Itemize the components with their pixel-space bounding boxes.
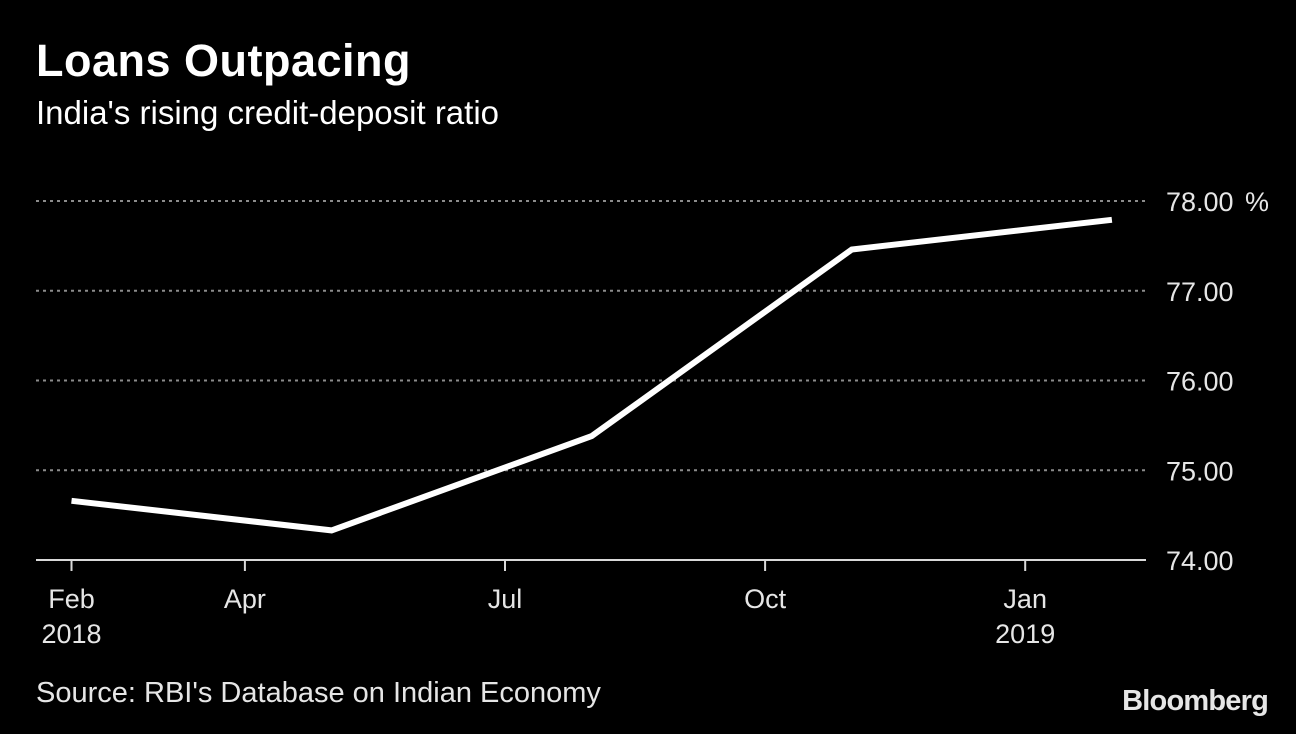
x-tick-label: Jul — [488, 584, 523, 614]
x-tick-label: Feb — [48, 584, 95, 614]
y-tick-label: 78.00 — [1166, 187, 1234, 217]
y-unit-label: % — [1245, 187, 1269, 217]
x-tick-year-label: 2018 — [41, 619, 101, 649]
x-tick-label: Jan — [1003, 584, 1047, 614]
grid-lines — [36, 200, 1146, 472]
chart-title: Loans Outpacing — [36, 35, 412, 86]
chart-subtitle: India's rising credit-deposit ratio — [36, 94, 500, 131]
y-tick-label: 75.00 — [1166, 456, 1234, 486]
y-tick-label: 77.00 — [1166, 277, 1234, 307]
x-tick-label: Apr — [224, 584, 266, 614]
x-tick-year-label: 2019 — [995, 619, 1055, 649]
source-note: Source: RBI's Database on Indian Economy — [36, 677, 601, 709]
data-series — [71, 216, 1113, 534]
bloomberg-logo: Bloomberg — [1122, 685, 1269, 717]
y-tick-label: 76.00 — [1166, 367, 1234, 397]
y-tick-label: 74.00 — [1166, 546, 1234, 576]
x-tick-label: Oct — [744, 584, 787, 614]
series-line — [71, 216, 1113, 534]
y-axis-labels: 74.00 75.00 76.00 77.00 78.00% — [1166, 187, 1269, 576]
x-axis: Feb 2018 Apr Jul Oct Jan 2019 — [36, 559, 1146, 649]
